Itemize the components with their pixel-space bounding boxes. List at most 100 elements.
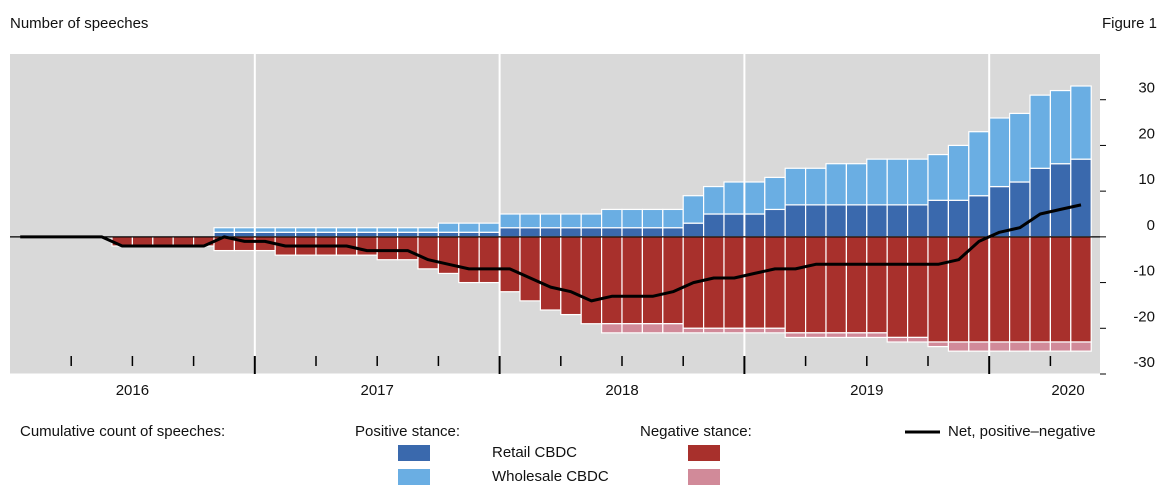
bar-segment xyxy=(580,227,603,238)
bar-segment xyxy=(906,204,929,238)
bar-segment xyxy=(458,222,480,233)
legend-swatch xyxy=(688,469,720,485)
bar-segment xyxy=(723,236,745,329)
bar-segment xyxy=(784,332,807,339)
bar-segment xyxy=(600,227,623,238)
bar-segment xyxy=(254,231,276,238)
bar-segment xyxy=(845,204,868,238)
chart-title: Number of speeches xyxy=(10,15,148,32)
bar-segment xyxy=(335,231,358,238)
bar-segment xyxy=(499,236,521,293)
bar-segment xyxy=(437,231,460,238)
bar-segment xyxy=(621,227,643,238)
bar-segment xyxy=(417,227,439,233)
bar-segment xyxy=(458,236,480,284)
bar-segment xyxy=(213,227,235,233)
bar-segment xyxy=(519,236,541,302)
bar-segment xyxy=(662,227,684,238)
bar-segment xyxy=(478,222,501,233)
bar-segment xyxy=(743,181,766,215)
bar-segment xyxy=(621,323,643,334)
bar-segment xyxy=(560,236,582,316)
bar-segment xyxy=(274,231,297,238)
bar-segment xyxy=(764,208,786,238)
bar-segment xyxy=(376,236,399,261)
bar-segment xyxy=(1008,236,1031,343)
bar-segment xyxy=(784,204,807,238)
y-tick-label: -10 xyxy=(1133,263,1155,280)
bar-segment xyxy=(458,231,480,238)
bar-segment xyxy=(499,227,521,238)
y-tick-label: 0 xyxy=(1147,217,1155,234)
bar-segment xyxy=(1070,236,1092,343)
bar-segment xyxy=(804,204,827,238)
bar-segment xyxy=(988,236,1011,343)
bar-segment xyxy=(845,236,868,334)
bar-segment xyxy=(743,327,766,334)
bar-segment xyxy=(886,336,909,343)
bar-segment xyxy=(866,236,888,334)
bar-segment xyxy=(519,213,541,229)
bar-segment xyxy=(886,236,909,339)
bar-segment xyxy=(641,208,664,229)
bar-segment xyxy=(784,167,807,206)
bar-segment xyxy=(682,327,705,334)
bar-segment xyxy=(621,236,643,325)
bar-segment xyxy=(376,231,399,238)
bar-segment xyxy=(968,131,990,197)
bar-segment xyxy=(397,227,419,233)
bar-segment xyxy=(600,323,623,334)
bar-segment xyxy=(906,336,929,343)
bar-segment xyxy=(356,227,378,233)
bar-segment xyxy=(1049,236,1072,343)
bar-segment xyxy=(845,163,868,206)
bar-segment xyxy=(356,231,378,238)
bar-segment xyxy=(988,341,1011,352)
bar-segment xyxy=(1070,158,1092,238)
bar-segment xyxy=(1008,112,1031,183)
bar-segment xyxy=(356,236,378,256)
bar-segment xyxy=(866,332,888,339)
bar-segment xyxy=(825,332,847,339)
bar-segment xyxy=(1049,341,1072,352)
bar-segment xyxy=(702,213,725,238)
bar-segment xyxy=(702,327,725,334)
bar-segment xyxy=(927,199,949,238)
net-line xyxy=(20,203,1082,303)
bar-segment xyxy=(539,236,562,311)
bar-segment xyxy=(906,236,929,339)
bar-segment xyxy=(397,231,419,238)
legend-swatch xyxy=(398,445,430,461)
bar-segment xyxy=(927,153,949,201)
bar-segment xyxy=(254,227,276,233)
bar-segment xyxy=(600,236,623,325)
x-tick-label: 2016 xyxy=(116,382,149,399)
bar-segment xyxy=(641,236,664,325)
bar-segment xyxy=(702,236,725,329)
bar-segment xyxy=(764,176,786,211)
bar-segment xyxy=(621,208,643,229)
figure-label: Figure 1 xyxy=(1102,15,1157,32)
bar-segment xyxy=(580,213,603,229)
bar-segment xyxy=(927,341,949,348)
bar-segment xyxy=(1008,341,1031,352)
bar-segment xyxy=(662,236,684,325)
bar-segment xyxy=(335,227,358,233)
bar-segment xyxy=(866,204,888,238)
legend-swatch xyxy=(688,445,720,461)
bar-segment xyxy=(804,332,827,339)
bar-segment xyxy=(743,236,766,329)
bar-segment xyxy=(1049,163,1072,238)
bar-segment xyxy=(662,323,684,334)
bar-segment xyxy=(315,227,337,233)
bar-segment xyxy=(723,181,745,215)
bar-segment xyxy=(417,236,439,270)
bar-segment xyxy=(539,213,562,229)
bar-segment xyxy=(560,213,582,229)
bar-segment xyxy=(662,208,684,229)
legend-group-label: Positive stance: xyxy=(355,423,460,440)
x-tick-label: 2018 xyxy=(605,382,638,399)
bar-segment xyxy=(723,327,745,334)
bar-segment xyxy=(764,236,786,329)
bar-segment xyxy=(764,327,786,334)
